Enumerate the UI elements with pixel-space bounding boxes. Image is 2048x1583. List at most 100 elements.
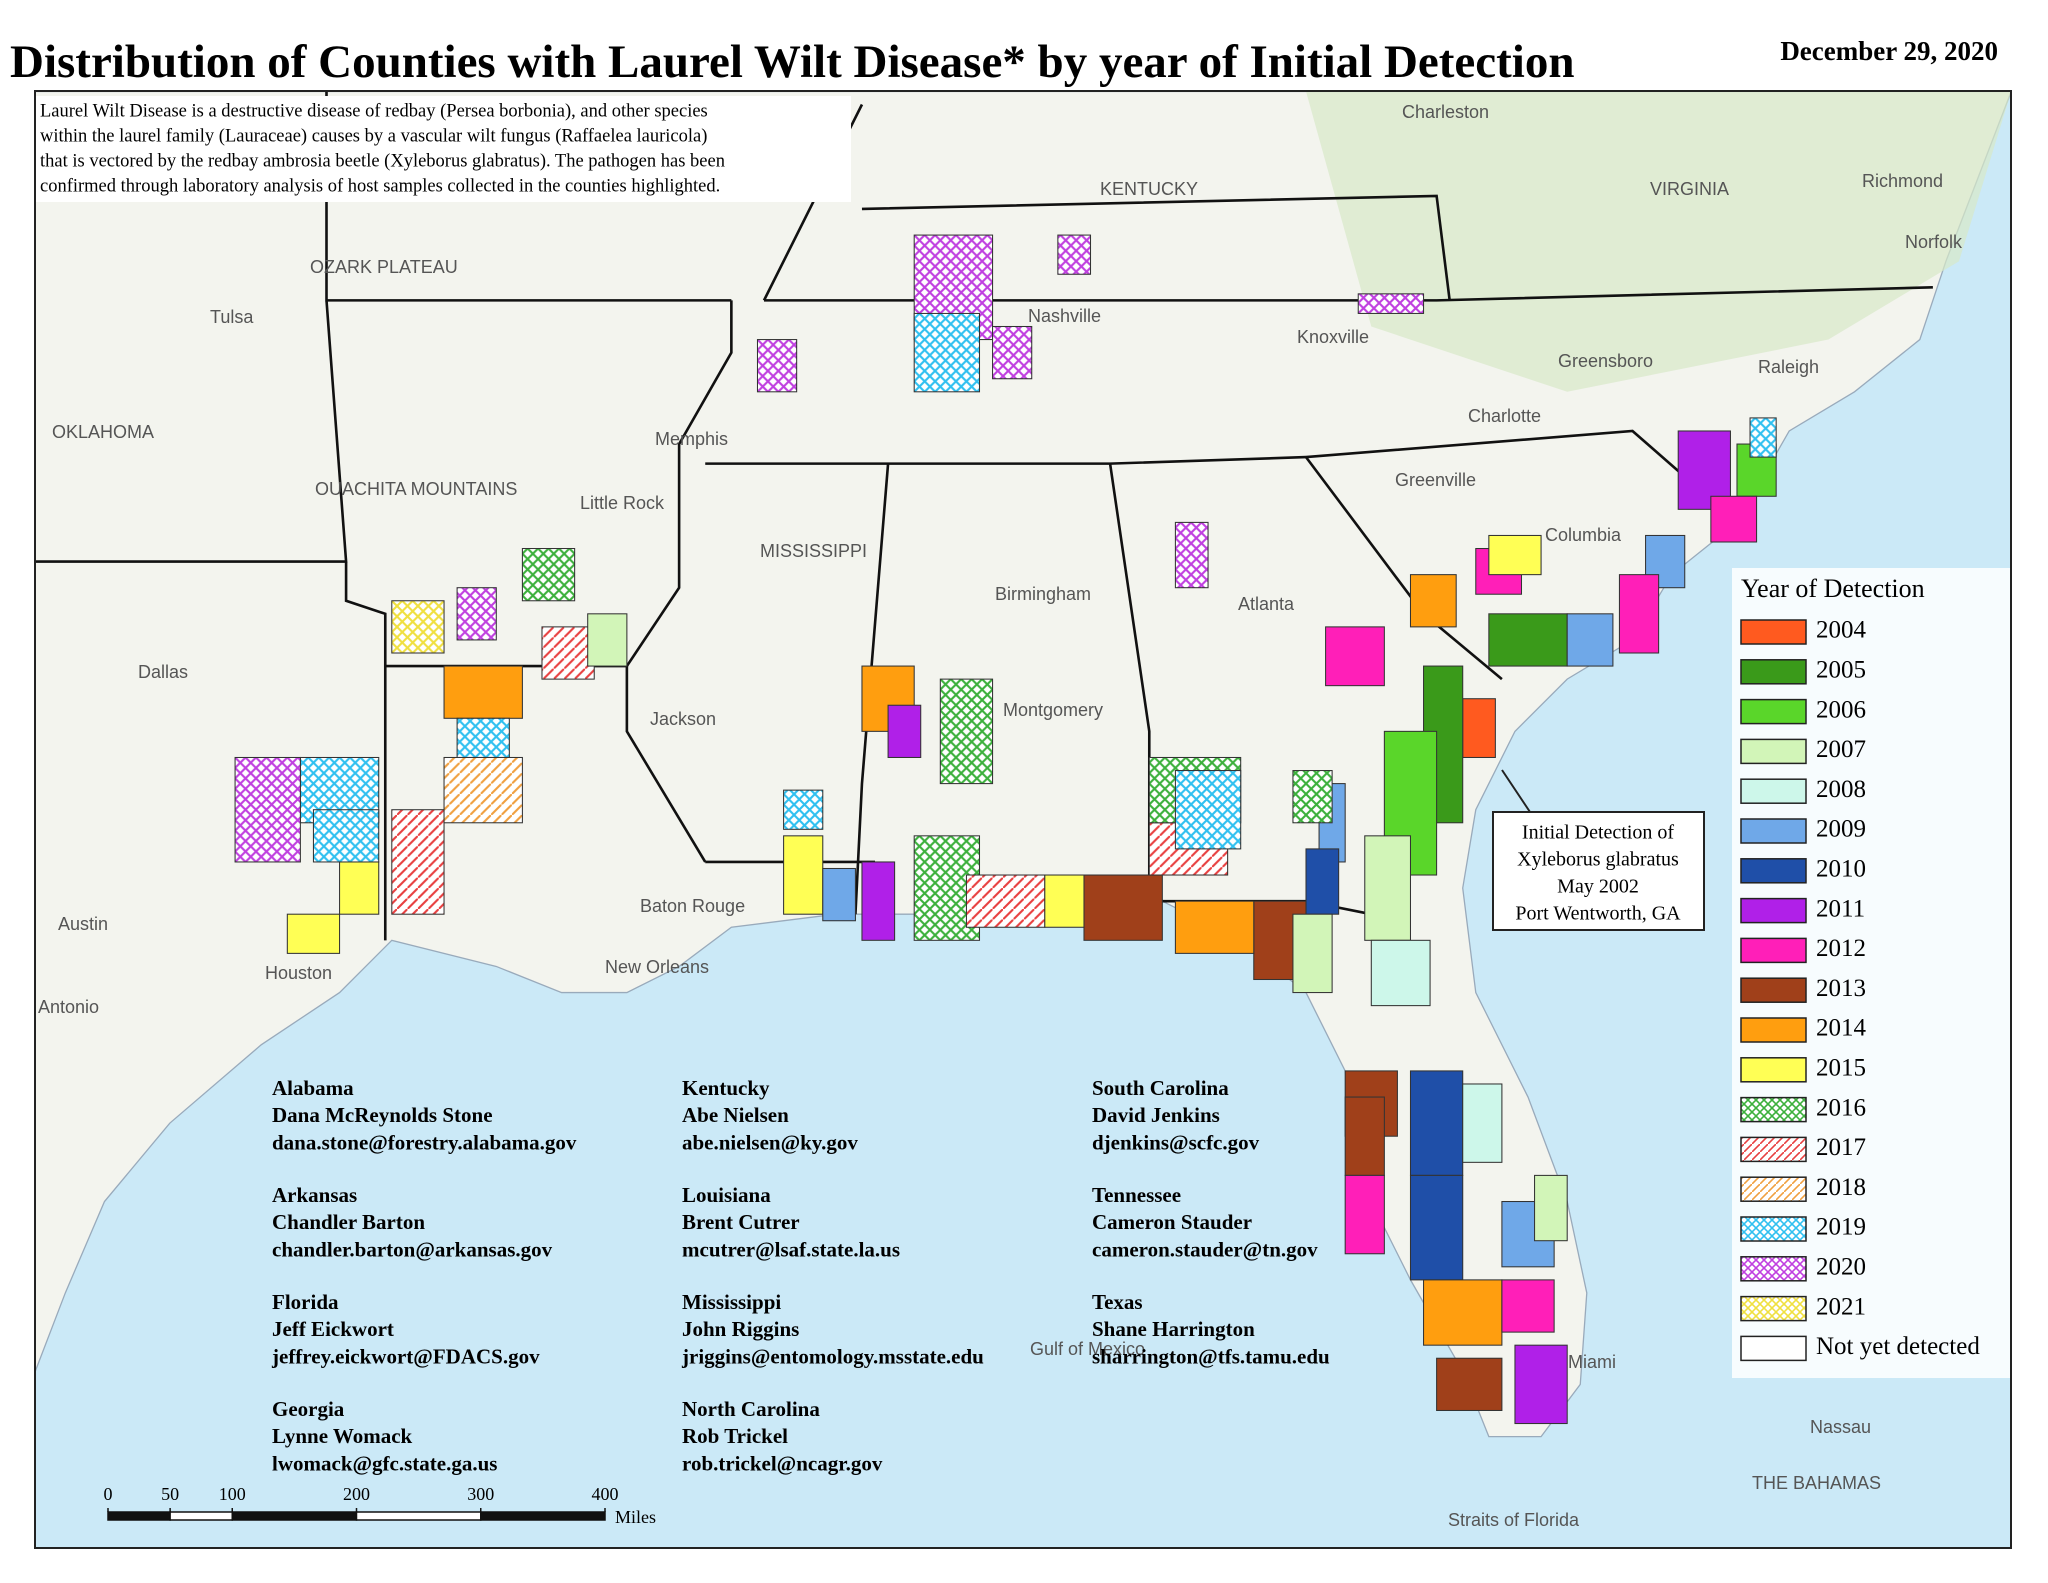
legend: Year of Detection 2004 2005 2006 2007 2008 200… <box>1740 574 1980 1362</box>
county <box>1514 1344 1568 1425</box>
county <box>1710 495 1758 543</box>
place-label: THE BAHAMAS <box>1752 1473 1881 1493</box>
contact-state: Texas <box>1092 1290 1143 1314</box>
contact-state: North Carolina <box>682 1397 820 1421</box>
legend-swatch <box>1740 659 1807 685</box>
county <box>391 809 445 915</box>
callout-line: May 2002 <box>1557 876 1639 898</box>
county <box>521 547 576 602</box>
description-box <box>36 96 851 202</box>
scale-segment <box>107 1511 171 1521</box>
contacts: Alabama Dana McReynolds Stone dana.stone@f… <box>271 1076 1330 1476</box>
callout-line: Initial Detection of <box>1522 822 1675 844</box>
description-line: Laurel Wilt Disease is a destructive dis… <box>40 101 708 121</box>
place-labels: Tulsa OKLAHOMA OZARK PLATEAU OUACHITA MOUNT… <box>38 102 1963 1530</box>
callout-box <box>1492 811 1705 931</box>
place-label: Austin <box>58 914 108 934</box>
county <box>756 339 798 393</box>
title: Distribution of Counties with Laurel Wil… <box>10 36 1575 88</box>
contact-name: Abe Nielsen <box>682 1103 789 1127</box>
legend-label: 2013 <box>1816 975 1866 1002</box>
contact-name: Rob Trickel <box>682 1424 788 1448</box>
contact-name: Cameron Stauder <box>1092 1210 1252 1234</box>
county <box>1357 293 1425 314</box>
contact-name: John Riggins <box>682 1317 799 1341</box>
legend-swatch <box>1740 1256 1807 1282</box>
contact-email: jriggins@entomology.msstate.edu <box>681 1345 984 1369</box>
legend-label: 2015 <box>1816 1055 1866 1082</box>
place-label: Richmond <box>1862 171 1943 191</box>
county <box>1044 874 1085 928</box>
legend-swatch <box>1740 818 1807 844</box>
county <box>1534 1174 1568 1242</box>
contact-state: South Carolina <box>1092 1076 1229 1100</box>
contact-name: David Jenkins <box>1092 1103 1220 1127</box>
county <box>1292 913 1333 994</box>
county <box>1370 939 1431 1007</box>
county <box>861 861 896 941</box>
place-label: OUACHITA MOUNTAINS <box>315 479 517 499</box>
place-label: Columbia <box>1545 525 1622 545</box>
contact-name: Shane Harrington <box>1092 1317 1255 1341</box>
scale-segment <box>355 1511 482 1521</box>
county <box>1423 1279 1503 1346</box>
legend-label: 2014 <box>1816 1015 1867 1042</box>
place-label: Gulf of Mexico <box>1030 1339 1145 1359</box>
county <box>286 913 341 954</box>
contact-name: Brent Cutrer <box>682 1210 800 1234</box>
legend-label: 2019 <box>1816 1214 1866 1241</box>
contact-email: djenkins@scfc.gov <box>1092 1131 1260 1155</box>
place-label: Charleston <box>1402 102 1489 122</box>
scale-segment <box>480 1511 606 1521</box>
legend-label: 2021 <box>1816 1293 1866 1320</box>
contact-name: Dana McReynolds Stone <box>272 1103 493 1127</box>
county <box>887 704 922 759</box>
county <box>1488 534 1542 576</box>
place-label: OZARK PLATEAU <box>310 257 458 277</box>
place-label: Miami <box>1568 1352 1616 1372</box>
map-frame <box>34 90 2012 1549</box>
county <box>312 809 380 863</box>
contact-email: mcutrer@lsaf.state.la.us <box>682 1238 900 1262</box>
county <box>783 835 824 915</box>
legend-swatch <box>1740 1057 1807 1083</box>
county <box>456 717 510 759</box>
contact-email: chandler.barton@arkansas.gov <box>272 1238 553 1262</box>
legend-label: 2009 <box>1816 816 1866 843</box>
contact-name: Lynne Womack <box>272 1424 413 1448</box>
place-label: OKLAHOMA <box>52 422 154 442</box>
place-label: Montgomery <box>1003 700 1103 720</box>
scale-label: 300 <box>467 1484 494 1504</box>
contact-state: Florida <box>272 1290 339 1314</box>
county <box>1462 698 1496 759</box>
legend-swatch <box>1740 897 1807 924</box>
contact-email: lwomack@gfc.state.ga.us <box>272 1452 497 1476</box>
legend-swatch <box>1740 1335 1807 1362</box>
legend-swatch <box>1740 778 1807 804</box>
place-label: Raleigh <box>1758 357 1819 377</box>
legend-label: Not yet detected <box>1816 1333 1980 1360</box>
place-label: Dallas <box>138 662 188 682</box>
county <box>541 626 595 680</box>
legend-swatch <box>1740 1017 1807 1043</box>
contact-email: abe.nielsen@ky.gov <box>682 1131 858 1155</box>
legend-label: 2012 <box>1816 935 1866 962</box>
place-label: Little Rock <box>580 493 665 513</box>
county <box>1749 417 1777 458</box>
county <box>1083 874 1163 941</box>
contact-state: Tennessee <box>1092 1183 1181 1207</box>
contact-name: Jeff Eickwort <box>272 1317 394 1341</box>
date: December 29, 2020 <box>1780 36 1998 66</box>
scale-label: 400 <box>592 1484 619 1504</box>
callout-leader <box>1501 769 1531 813</box>
legend-label: 2004 <box>1816 617 1867 644</box>
county <box>391 600 445 654</box>
county <box>339 861 380 915</box>
callout: Initial Detection of Xyleborus glabratus M… <box>1515 822 1681 925</box>
county <box>1174 900 1255 954</box>
description-line: that is vectored by the redbay ambrosia … <box>40 151 725 171</box>
place-label: Norfolk <box>1905 232 1963 252</box>
county <box>1344 1096 1385 1176</box>
legend-label: 2011 <box>1816 895 1865 922</box>
place-label: Nashville <box>1028 306 1101 326</box>
